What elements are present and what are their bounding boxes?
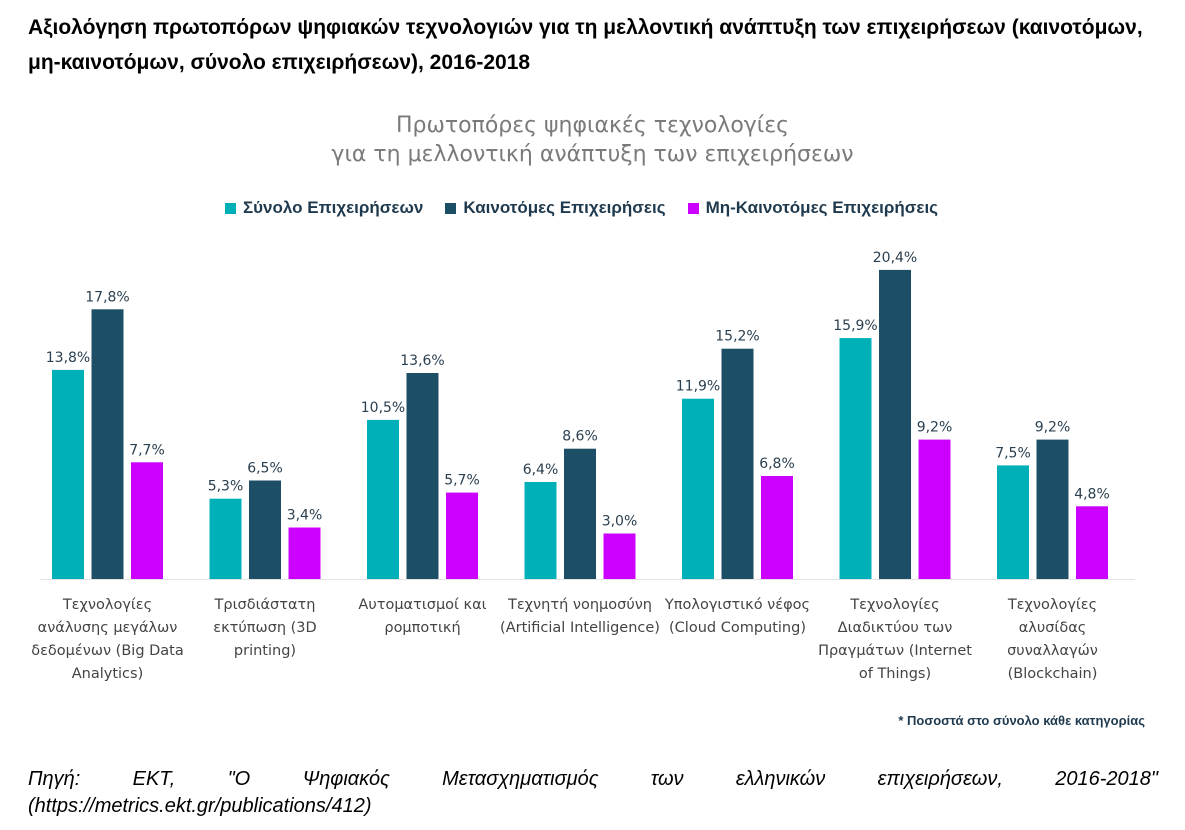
- data-label-series0-cat6: 7,5%: [995, 445, 1031, 461]
- data-label-series2-cat4: 6,8%: [759, 456, 795, 472]
- bar-series0-cat6: [997, 465, 1029, 579]
- bar-series1-cat1: [249, 480, 281, 579]
- category-label-2: Αυτοματισμοί και ρομποτική: [358, 597, 486, 636]
- legend-label-total: Σύνολο Επιχειρήσεων: [242, 198, 424, 217]
- data-label-series2-cat1: 3,4%: [287, 508, 323, 524]
- category-label-5-line0: Τεχνολογίες: [849, 597, 939, 613]
- bar-series0-cat3: [524, 482, 557, 579]
- data-label-series0-cat0: 13,8%: [46, 350, 90, 366]
- category-label-4: Υπολογιστικό νέφος (Cloud Computing): [664, 597, 810, 636]
- footnote: * Ποσοστά στο σύνολο κάθε κατηγορίας: [898, 713, 1145, 728]
- category-label-3-line1: (Artificial Intelligence): [500, 620, 660, 636]
- data-label-series2-cat5: 9,2%: [917, 420, 953, 436]
- bar-series0-cat0: [52, 369, 84, 579]
- legend-label-non-innovative: Μη-Καινοτόμες Επιχειρήσεις: [705, 198, 939, 217]
- data-label-series1-cat6: 9,2%: [1035, 420, 1071, 436]
- category-label-5-line2: Πραγμάτων (Internet: [818, 643, 972, 659]
- data-label-series1-cat4: 15,2%: [715, 329, 759, 345]
- data-label-series0-cat5: 15,9%: [833, 318, 877, 334]
- bar-series1-cat2: [406, 373, 439, 579]
- bar-series0-cat5: [839, 338, 872, 579]
- data-label-series0-cat4: 11,9%: [676, 379, 720, 395]
- legend-item-innovative: Καινοτόμες Επιχειρήσεις: [445, 198, 666, 218]
- legend-swatch-total: [224, 202, 236, 214]
- bar-series2-cat6: [1076, 506, 1108, 579]
- category-label-6-line2: συναλλαγών: [1007, 643, 1098, 659]
- category-label-0-line3: Analytics): [72, 666, 144, 682]
- data-label-series0-cat3: 6,4%: [523, 462, 559, 478]
- category-label-0-line1: ανάλυσης μεγάλων: [38, 620, 178, 636]
- data-label-series0-cat2: 10,5%: [361, 400, 405, 416]
- category-label-2-line0: Αυτοματισμοί και: [358, 597, 486, 613]
- bar-series1-cat4: [721, 348, 754, 579]
- category-label-0-line0: Τεχνολογίες: [62, 597, 152, 613]
- category-label-5-line1: Διαδικτύου των: [838, 620, 953, 636]
- legend-item-non-innovative: Μη-Καινοτόμες Επιχειρήσεις: [687, 198, 939, 218]
- data-label-series2-cat3: 3,0%: [602, 514, 638, 530]
- data-label-series2-cat2: 5,7%: [444, 473, 480, 489]
- category-label-6: Τεχνολογίες αλυσίδας συναλλαγών (Blockchain…: [1007, 597, 1098, 682]
- page-title: Αξιολόγηση πρωτοπόρων ψηφιακών τεχνολογι…: [28, 16, 1143, 74]
- category-label-5: Τεχνολογίες Διαδικτύου των Πραγμάτων (Inte…: [818, 597, 972, 682]
- bar-series1-cat3: [564, 448, 596, 579]
- source-line-1: Πηγή: ΕΚΤ, "Ο Ψηφιακός Μετασχηματισμός τ…: [28, 768, 1158, 790]
- bar-series0-cat4: [682, 398, 714, 579]
- data-label-series2-cat0: 7,7%: [129, 442, 165, 458]
- data-label-series0-cat1: 5,3%: [208, 479, 244, 495]
- bar-series1-cat6: [1036, 439, 1069, 579]
- bar-series2-cat5: [918, 439, 951, 579]
- category-label-0-line2: δεδομένων (Big Data: [31, 643, 184, 659]
- legend-item-total: Σύνολο Επιχειρήσεων: [224, 198, 424, 218]
- bar-series1-cat5: [879, 269, 911, 579]
- bar-series2-cat3: [603, 533, 636, 579]
- bar-series2-cat0: [131, 462, 163, 579]
- legend-swatch-innovative: [445, 202, 457, 214]
- category-label-5-line3: of Things): [859, 666, 931, 682]
- data-label-series1-cat0: 17,8%: [85, 289, 129, 305]
- category-label-3: Τεχνητή νοημοσύνη (Artificial Intelligenc…: [500, 597, 660, 636]
- chart-title-line2: για τη μελλοντική ανάπτυξη των επιχειρήσ…: [331, 142, 854, 167]
- category-label-1-line1: εκτύπωση (3D: [213, 620, 316, 636]
- category-label-6-line3: (Blockchain): [1008, 666, 1098, 682]
- category-label-3-line0: Τεχνητή νοημοσύνη: [507, 597, 652, 613]
- data-label-series1-cat5: 20,4%: [873, 250, 917, 266]
- category-label-1-line2: printing): [234, 643, 296, 659]
- legend-label-innovative: Καινοτόμες Επιχειρήσεις: [463, 198, 666, 217]
- category-label-6-line1: αλυσίδας: [1019, 620, 1087, 636]
- category-label-6-line0: Τεχνολογίες: [1007, 597, 1097, 613]
- legend-swatch-non-innovative: [687, 202, 699, 214]
- bar-series2-cat2: [446, 492, 478, 579]
- bar-series0-cat1: [209, 498, 242, 579]
- category-label-4-line0: Υπολογιστικό νέφος: [664, 597, 810, 613]
- bar-series2-cat1: [288, 527, 321, 579]
- bar-series0-cat2: [367, 419, 399, 579]
- category-label-2-line1: ρομποτική: [384, 620, 460, 636]
- category-label-1-line0: Τρισδιάστατη: [214, 597, 316, 613]
- bar-series1-cat0: [91, 309, 124, 579]
- source-note: Πηγή: ΕΚΤ, "Ο Ψηφιακός Μετασχηματισμός τ…: [28, 766, 1158, 820]
- bar-series2-cat4: [761, 476, 793, 579]
- source-line-2: (https://metrics.ekt.gr/publications/412…: [28, 795, 372, 817]
- chart-title-line1: Πρωτοπόρες ψηφιακές τεχνολογίες: [395, 113, 790, 138]
- data-label-series1-cat3: 8,6%: [562, 429, 598, 445]
- data-label-series1-cat1: 6,5%: [247, 461, 283, 477]
- chart-legend: Σύνολο Επιχειρήσεων Καινοτόμες Επιχειρήσ…: [0, 198, 1163, 218]
- category-label-1: Τρισδιάστατη εκτύπωση (3D printing): [213, 597, 316, 659]
- data-label-series2-cat6: 4,8%: [1074, 486, 1110, 502]
- data-label-series1-cat2: 13,6%: [400, 353, 444, 369]
- category-label-0: Τεχνολογίες ανάλυσης μεγάλων δεδομένων (Bi…: [31, 597, 184, 682]
- category-label-4-line1: (Cloud Computing): [669, 620, 806, 636]
